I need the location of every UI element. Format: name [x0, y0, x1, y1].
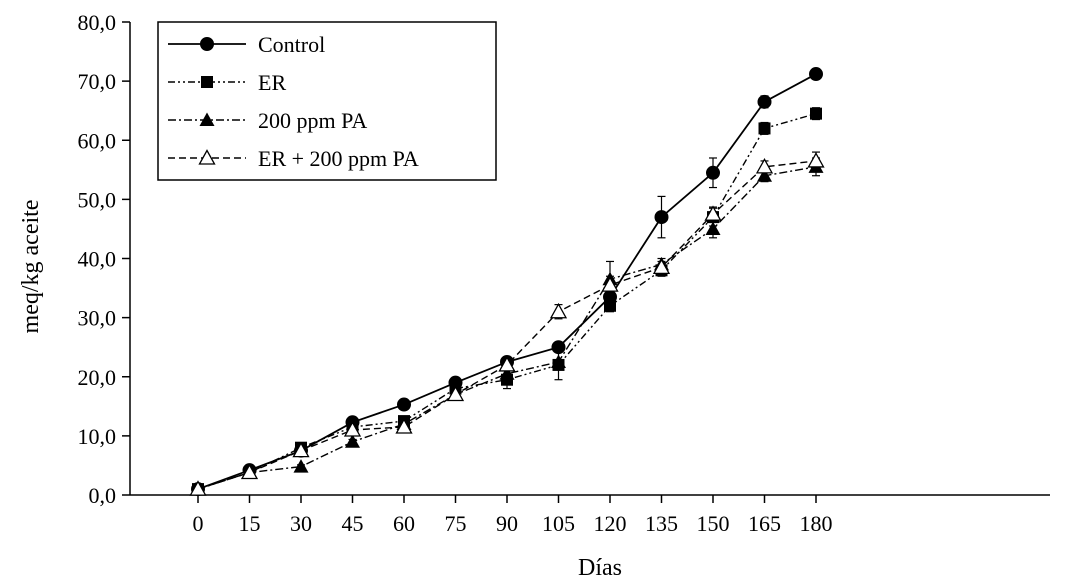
x-tick-label: 45 [342, 511, 364, 536]
legend-entry: ER [168, 70, 286, 95]
data-point [446, 385, 465, 402]
data-point [810, 107, 822, 120]
data-point [397, 397, 411, 412]
series-line [197, 166, 817, 490]
legend-label: ER [258, 70, 286, 95]
data-point [343, 421, 362, 437]
data-point [499, 366, 515, 380]
x-tick-label: 150 [697, 511, 730, 536]
data-point-legend [201, 76, 213, 88]
y-tick-label: 30,0 [78, 306, 117, 331]
data-point [189, 480, 207, 496]
data-point [604, 299, 616, 312]
x-tick-label: 60 [393, 511, 415, 536]
data-point [809, 67, 823, 82]
data-point [654, 210, 669, 225]
data-point [395, 418, 413, 434]
data-point [652, 258, 671, 275]
y-tick-label: 60,0 [78, 128, 117, 153]
x-axis-ticks: 0 15 30 45 60 75 90 105 120 135 150 165 180 [193, 495, 833, 536]
legend-label: ER + 200 ppm PA [258, 146, 419, 171]
x-axis-title: Días [578, 555, 622, 581]
data-point [240, 463, 259, 480]
data-point [601, 276, 619, 292]
data-point [705, 221, 721, 235]
x-tick-label: 90 [496, 511, 518, 536]
y-axis-title: meq/kg aceite [18, 200, 44, 334]
y-tick-label: 70,0 [78, 69, 117, 94]
data-point [706, 165, 720, 180]
data-point [293, 459, 309, 473]
legend-label: Control [258, 32, 325, 57]
x-tick-label: 180 [800, 511, 833, 536]
legend-box [157, 21, 497, 181]
y-tick-label: 40,0 [78, 247, 117, 272]
y-tick-label: 50,0 [78, 187, 117, 212]
data-point-legend [199, 112, 215, 126]
series-3 [189, 151, 825, 496]
x-tick-label: 135 [645, 511, 678, 536]
series-line [197, 160, 817, 490]
x-tick-label: 75 [445, 511, 467, 536]
x-tick-label: 165 [748, 511, 781, 536]
data-point [704, 205, 722, 221]
data-point-legend [200, 37, 214, 51]
data-point [292, 441, 310, 458]
y-axis-ticks: 0,0 10,0 20,0 30,0 40,0 50,0 60,0 70,0 80,0 [78, 10, 130, 508]
data-point [549, 302, 568, 319]
x-tick-label: 105 [542, 511, 575, 536]
data-point [755, 158, 774, 174]
legend: Control ER 200 ppm PA ER + 200 ppm PA [157, 21, 497, 181]
data-point-legend [198, 149, 216, 165]
y-tick-label: 10,0 [78, 424, 117, 449]
x-tick-label: 30 [290, 511, 312, 536]
series-layer [189, 67, 825, 497]
data-point [551, 354, 566, 368]
x-tick-label: 0 [193, 511, 204, 536]
legend-entry: Control [168, 32, 325, 57]
data-point [757, 168, 772, 182]
series-2 [190, 157, 824, 496]
data-point [757, 94, 772, 109]
x-tick-label: 120 [594, 511, 627, 536]
legend-label: 200 ppm PA [258, 108, 367, 133]
data-point [807, 152, 825, 168]
legend-entry: ER + 200 ppm PA [168, 146, 419, 171]
y-tick-label: 20,0 [78, 365, 117, 390]
y-tick-label: 0,0 [89, 483, 117, 508]
x-tick-label: 15 [239, 511, 261, 536]
data-point [498, 356, 516, 372]
data-point [345, 434, 360, 448]
data-point [758, 122, 771, 135]
y-tick-label: 80,0 [78, 10, 117, 35]
legend-entry: 200 ppm PA [168, 108, 367, 133]
